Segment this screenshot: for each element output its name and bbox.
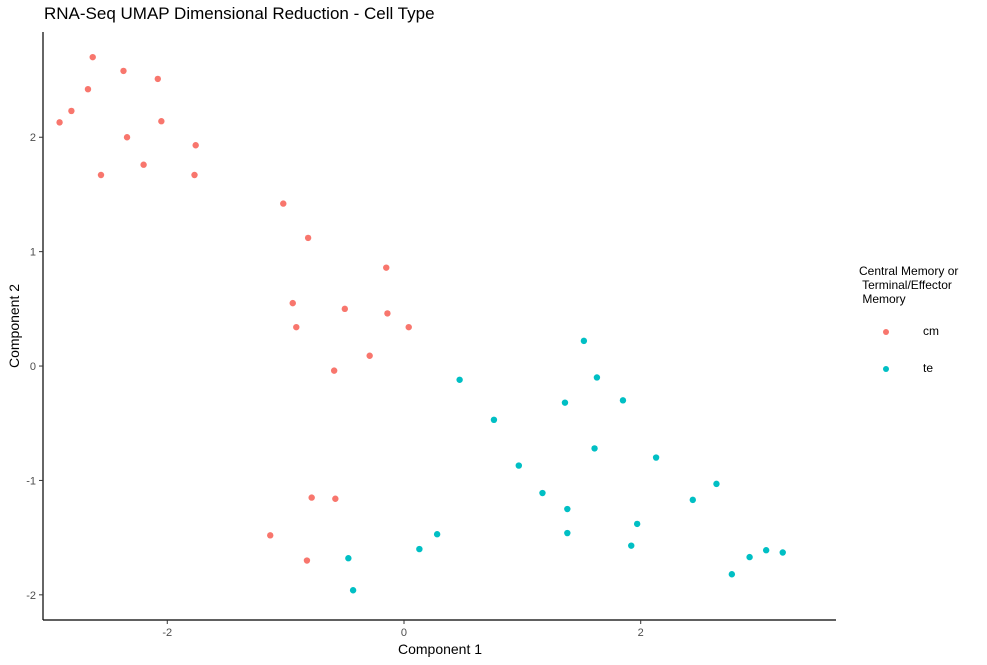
- point-cm-16: [341, 305, 349, 313]
- point-te-8: [515, 462, 522, 469]
- point-cm-15: [289, 299, 296, 307]
- point-te-21: [746, 553, 753, 561]
- y-tick-label: -2: [26, 590, 36, 602]
- point-te-18: [762, 547, 770, 554]
- point-te-7: [652, 454, 660, 461]
- legend-item-te: te: [859, 359, 979, 379]
- point-cm-12: [280, 200, 287, 207]
- x-tick-label: 0: [401, 627, 407, 639]
- point-te-0: [580, 337, 588, 345]
- chart-title: RNA-Seq UMAP Dimensional Reduction - Cel…: [44, 4, 435, 23]
- legend-label-te: te: [923, 361, 934, 375]
- point-te-23: [349, 587, 357, 594]
- point-cm-23: [332, 495, 339, 502]
- point-cm-6: [158, 118, 165, 125]
- legend-key-cm: [883, 329, 889, 335]
- point-te-22: [728, 571, 736, 578]
- point-te-5: [490, 416, 498, 424]
- point-cm-3: [84, 85, 92, 93]
- point-cm-11: [191, 171, 198, 179]
- point-cm-9: [140, 161, 147, 168]
- point-cm-24: [267, 532, 274, 539]
- point-cm-1: [120, 67, 127, 75]
- point-te-16: [628, 542, 635, 549]
- point-cm-14: [383, 264, 390, 271]
- y-tick-label: 1: [30, 247, 36, 259]
- point-te-12: [564, 505, 571, 513]
- x-tick-label: -2: [162, 627, 172, 639]
- legend-label-cm: cm: [923, 324, 939, 338]
- point-cm-8: [192, 142, 199, 149]
- y-axis-title: Component 2: [6, 283, 22, 369]
- point-cm-13: [304, 234, 312, 242]
- point-cm-25: [303, 557, 311, 564]
- plot-marks: [56, 53, 786, 594]
- legend-key-te: [883, 366, 889, 372]
- point-te-19: [779, 549, 786, 556]
- plot-axes: -2 0 2 -2 -1 0 1 2: [26, 32, 836, 639]
- point-cm-17: [384, 310, 391, 317]
- point-te-4: [619, 397, 627, 404]
- point-cm-5: [56, 119, 63, 126]
- point-te-14: [564, 529, 571, 537]
- x-axis-title: Component 1: [397, 641, 483, 657]
- x-tick-label: 2: [638, 627, 644, 639]
- point-cm-18: [293, 323, 300, 331]
- point-te-1: [593, 374, 601, 381]
- point-te-2: [456, 376, 463, 383]
- y-tick-label: 0: [30, 361, 36, 373]
- point-te-10: [539, 489, 546, 497]
- point-cm-0: [89, 53, 96, 61]
- point-cm-2: [154, 75, 162, 83]
- point-cm-19: [405, 323, 412, 331]
- point-te-15: [433, 531, 441, 538]
- legend-item-cm: cm: [859, 322, 979, 342]
- point-cm-22: [308, 494, 315, 501]
- point-cm-21: [330, 367, 338, 374]
- point-cm-10: [97, 171, 105, 179]
- legend-title: Central Memory or Terminal/Effector Memo…: [859, 264, 959, 306]
- point-cm-20: [366, 352, 373, 359]
- point-te-20: [345, 555, 352, 562]
- y-tick-label: 2: [30, 132, 36, 144]
- point-te-11: [689, 496, 696, 504]
- point-cm-4: [68, 107, 75, 115]
- point-te-17: [416, 545, 423, 553]
- y-tick-label: -1: [26, 475, 36, 487]
- point-te-3: [561, 399, 569, 406]
- legend: Central Memory or Terminal/Effector Memo…: [859, 264, 959, 375]
- point-te-6: [591, 445, 598, 452]
- point-cm-7: [123, 134, 131, 141]
- point-te-13: [633, 520, 641, 528]
- point-te-9: [713, 480, 720, 488]
